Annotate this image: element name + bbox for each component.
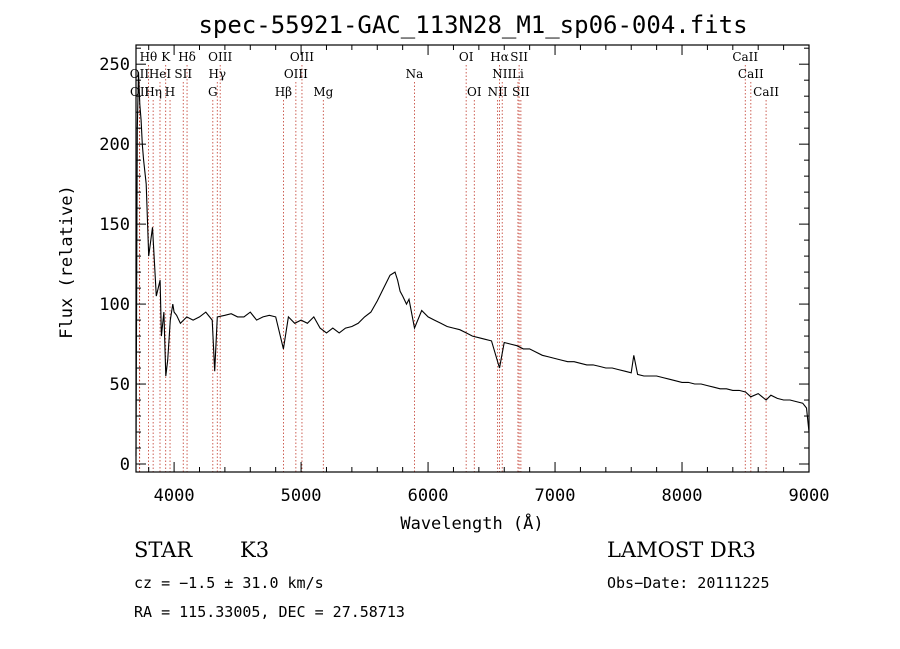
chart-title: spec-55921-GAC_113N28_M1_sp06-004.fits: [198, 11, 747, 39]
line-label-13: OIII: [284, 67, 308, 81]
line-label-2: Hδ: [178, 50, 196, 64]
line-label-15: NII: [492, 67, 512, 81]
line-label-12: Hγ: [208, 67, 226, 81]
redshift-text: cz = −1.5 ± 31.0 km/s: [134, 574, 324, 592]
line-label-22: Hβ: [275, 85, 292, 99]
y-tick-label-0: 0: [120, 455, 130, 475]
line-label-8: CaII: [732, 50, 758, 64]
line-label-16: Li: [512, 67, 524, 81]
survey-label: LAMOST DR3: [607, 538, 756, 562]
obs-date-text: Obs−Date: 20111225: [607, 574, 770, 592]
x-tick-labels: 4000 5000 6000 7000 8000 9000: [154, 486, 830, 506]
line-label-14: Na: [406, 67, 424, 81]
line-label-19: Hη: [144, 85, 162, 99]
line-label-6: Hα: [490, 50, 509, 64]
line-markers: [139, 65, 767, 472]
x-tick-label-1: 5000: [281, 486, 322, 506]
line-label-4: OIII: [290, 50, 314, 64]
y-tick-label-3: 150: [99, 215, 130, 235]
spectrum-line: [135, 72, 810, 457]
x-tick-label-0: 4000: [154, 486, 195, 506]
y-tick-label-4: 200: [99, 135, 130, 155]
line-label-27: CaII: [753, 85, 779, 99]
line-label-1: K: [161, 50, 171, 64]
x-tick-label-5: 9000: [789, 486, 830, 506]
line-label-21: G: [208, 85, 218, 99]
y-tick-label-1: 50: [110, 375, 130, 395]
y-tick-labels: 0 50 100 150 200 250: [99, 55, 130, 475]
line-label-17: CaII: [738, 67, 764, 81]
line-label-0: Hθ: [140, 50, 158, 64]
line-label-24: OI: [467, 85, 482, 99]
line-label-23: Mg: [313, 85, 333, 99]
subclass-label: K3: [240, 538, 270, 562]
class-label: STAR: [134, 538, 193, 562]
line-label-10: HeI: [149, 67, 172, 81]
plot-frame: [135, 44, 810, 473]
x-axis-label: Wavelength (Å): [400, 512, 543, 534]
x-tick-label-2: 6000: [408, 486, 449, 506]
line-label-5: OI: [459, 50, 474, 64]
y-axis-label: Flux (relative): [57, 185, 77, 339]
coords-text: RA = 115.33005, DEC = 27.58713: [134, 603, 405, 621]
axis-ticks: [136, 45, 810, 472]
line-label-3: OIII: [208, 50, 232, 64]
line-label-9: OII: [130, 67, 150, 81]
line-label-26: SII: [512, 85, 530, 99]
x-tick-label-4: 8000: [662, 486, 703, 506]
line-label-25: NII: [488, 85, 508, 99]
y-tick-label-2: 100: [99, 295, 130, 315]
line-label-20: H: [165, 85, 175, 99]
y-tick-label-5: 250: [99, 55, 130, 75]
x-tick-label-3: 7000: [535, 486, 576, 506]
line-label-11: SII: [174, 67, 192, 81]
line-label-7: SII: [510, 50, 528, 64]
